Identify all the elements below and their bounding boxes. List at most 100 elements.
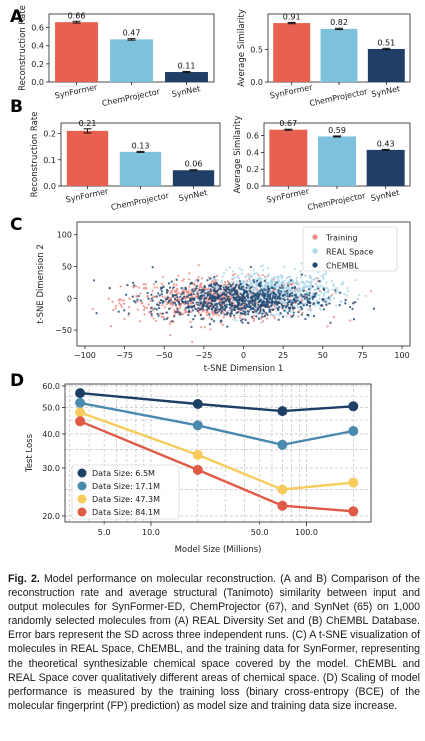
point-real_space xyxy=(308,276,312,279)
point-real_space xyxy=(280,300,283,304)
point-chembl xyxy=(241,321,244,324)
point-real_space xyxy=(235,280,239,283)
point-chembl xyxy=(306,298,309,301)
point-chembl xyxy=(216,305,219,309)
point-chembl xyxy=(149,310,153,313)
point-real_space xyxy=(304,274,307,277)
point-real_space xyxy=(296,281,299,284)
point-chembl xyxy=(250,315,254,319)
point-chembl xyxy=(165,291,169,294)
point-training xyxy=(165,302,168,306)
point-real_space xyxy=(240,272,244,275)
point-real_space xyxy=(284,279,287,282)
point-chembl xyxy=(200,317,203,321)
point-training xyxy=(223,280,227,284)
point-chembl xyxy=(267,290,270,293)
x-tick-label: 25 xyxy=(278,351,288,360)
point-chembl xyxy=(243,299,247,303)
point-training xyxy=(118,302,121,305)
point-chembl xyxy=(261,293,264,296)
point-training xyxy=(159,312,162,315)
data-label: 0.82 xyxy=(330,18,348,27)
point-chembl xyxy=(344,302,347,305)
series-point-d6_5 xyxy=(277,406,288,417)
point-chembl xyxy=(244,313,247,316)
y-tick-label: 0.6 xyxy=(246,132,259,141)
point-chembl xyxy=(176,299,179,302)
point-chembl xyxy=(304,317,307,321)
point-chembl xyxy=(327,296,330,299)
point-chembl xyxy=(312,315,316,318)
point-chembl xyxy=(200,289,204,292)
point-real_space xyxy=(225,268,228,272)
point-chembl xyxy=(218,287,221,290)
point-real_space xyxy=(221,275,224,278)
scatter-points xyxy=(91,262,376,343)
point-chembl xyxy=(229,285,232,288)
x-tick-label: 75 xyxy=(357,351,367,360)
point-training xyxy=(233,316,237,319)
point-training xyxy=(123,299,126,302)
point-chembl xyxy=(291,301,294,304)
point-chembl xyxy=(291,291,294,295)
axes-frame xyxy=(64,383,372,523)
point-chembl xyxy=(175,278,178,281)
point-chembl xyxy=(202,317,205,320)
point-chembl xyxy=(253,299,256,303)
point-real_space xyxy=(288,275,292,278)
legend-label: ChEMBL xyxy=(326,262,359,271)
point-chembl xyxy=(210,299,214,302)
point-chembl xyxy=(157,292,160,295)
point-training xyxy=(187,278,191,281)
point-chembl xyxy=(268,295,271,298)
point-chembl xyxy=(308,291,311,294)
point-chembl xyxy=(228,282,231,285)
point-real_space xyxy=(253,286,257,289)
x-tick-label: SynFormer xyxy=(269,83,314,101)
point-chembl xyxy=(210,302,213,306)
data-label: 0.13 xyxy=(132,141,150,150)
point-chembl xyxy=(273,295,277,298)
point-chembl xyxy=(211,306,215,309)
point-chembl xyxy=(321,298,324,301)
point-chembl xyxy=(198,288,202,292)
point-chembl xyxy=(300,293,303,296)
point-real_space xyxy=(273,314,277,317)
point-real_space xyxy=(326,291,330,294)
point-chembl xyxy=(161,301,164,304)
point-chembl xyxy=(172,315,176,318)
point-chembl xyxy=(269,292,272,295)
point-chembl xyxy=(276,303,279,307)
point-training xyxy=(142,308,146,312)
point-chembl xyxy=(213,299,216,302)
point-real_space xyxy=(301,287,305,290)
point-chembl xyxy=(151,299,154,302)
point-training xyxy=(91,307,94,311)
point-training xyxy=(203,325,207,329)
point-training xyxy=(205,314,209,317)
point-chembl xyxy=(155,295,158,298)
point-chembl xyxy=(266,285,270,288)
point-chembl xyxy=(228,306,232,310)
point-training xyxy=(349,319,352,322)
point-training xyxy=(212,292,215,295)
point-chembl xyxy=(300,313,303,316)
point-training xyxy=(189,320,192,324)
point-real_space xyxy=(331,284,335,288)
point-chembl xyxy=(132,284,136,287)
point-chembl xyxy=(227,299,230,302)
point-training xyxy=(145,286,148,290)
point-chembl xyxy=(245,305,249,308)
legend-marker-d47_3 xyxy=(77,494,87,504)
series-point-d6_5 xyxy=(348,401,359,412)
point-training xyxy=(170,297,173,300)
point-chembl xyxy=(267,305,270,308)
point-chembl xyxy=(160,293,163,296)
bar-chemprojector xyxy=(320,28,358,82)
point-training xyxy=(252,319,255,322)
point-real_space xyxy=(238,267,241,270)
point-chembl xyxy=(197,279,200,282)
point-chembl xyxy=(244,289,248,293)
point-chembl xyxy=(240,312,244,315)
point-real_space xyxy=(298,290,301,294)
